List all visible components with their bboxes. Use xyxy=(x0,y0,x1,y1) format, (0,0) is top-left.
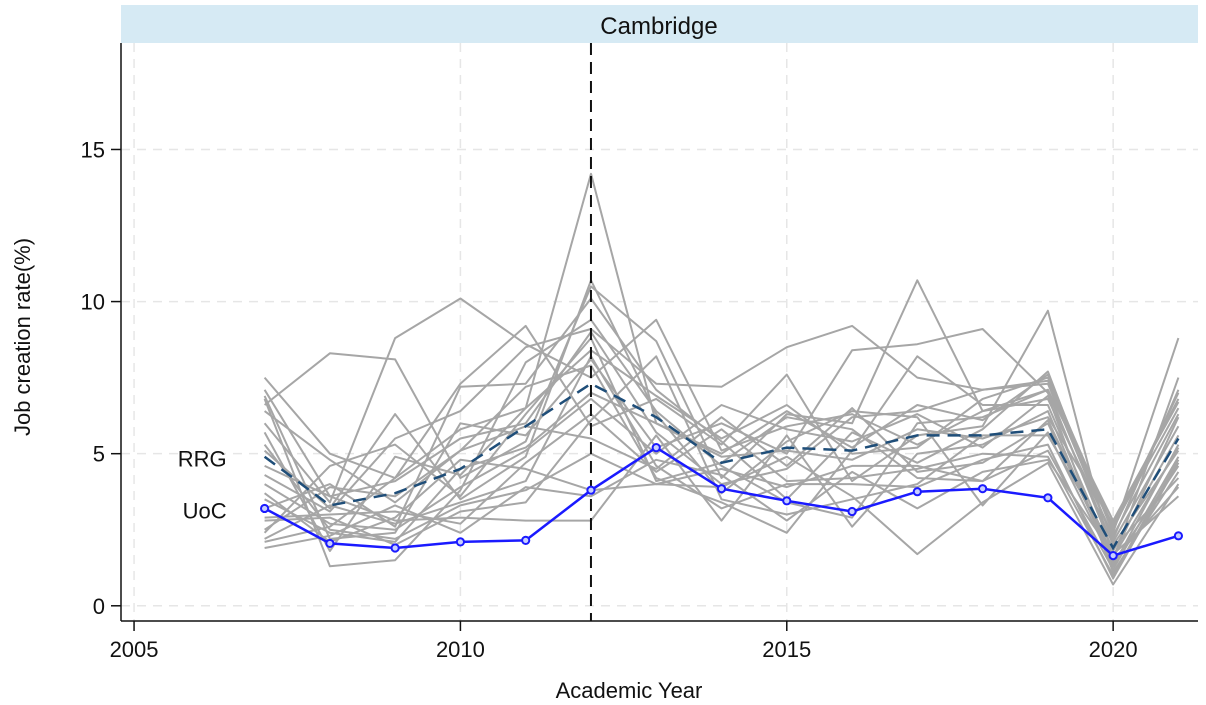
main-series-group xyxy=(260,382,1184,561)
peer-series-line xyxy=(263,443,1180,571)
uoc-point xyxy=(1043,493,1053,503)
peer-series-line xyxy=(264,394,1180,574)
chart-title: Cambridge xyxy=(600,13,717,40)
uoc-point xyxy=(912,487,922,497)
y-axis-title: Job creation rate(%) xyxy=(10,238,35,436)
rrg-series-line xyxy=(263,382,1180,551)
peer-series-line xyxy=(263,297,1180,537)
x-tick-label: 2015 xyxy=(762,637,811,662)
uoc-point xyxy=(651,443,661,453)
uoc-point xyxy=(455,537,466,547)
y-tick-label: 0 xyxy=(93,594,105,619)
uoc-point xyxy=(1108,550,1118,561)
uoc-point xyxy=(325,538,335,549)
uoc-point xyxy=(260,503,270,514)
peer-series-group xyxy=(263,172,1180,586)
panel-header xyxy=(121,5,1198,43)
axes-group: 0 5 10 15 2005 2010 2015 2020 xyxy=(81,43,1198,662)
y-tick-label: 15 xyxy=(81,137,105,162)
series-labels-group: RRG UoC xyxy=(178,447,227,524)
peer-series-line xyxy=(264,309,1180,562)
uoc-point xyxy=(521,535,531,545)
x-tick-label: 2010 xyxy=(436,637,485,662)
y-tick-label: 5 xyxy=(93,442,105,467)
uoc-point xyxy=(978,484,988,494)
uoc-point xyxy=(847,506,857,517)
peer-series-line xyxy=(263,389,1180,568)
y-tick-label: 10 xyxy=(81,290,105,315)
uoc-point xyxy=(390,543,400,553)
peer-series-line xyxy=(263,318,1180,568)
uoc-point xyxy=(586,485,596,495)
peer-series-line xyxy=(263,328,1180,546)
uoc-series-label: UoC xyxy=(183,498,227,523)
peer-series-line xyxy=(264,355,1180,580)
x-tick-label: 2020 xyxy=(1089,637,1138,662)
x-tick-label: 2005 xyxy=(110,637,159,662)
x-axis-title: Academic Year xyxy=(556,678,703,703)
uoc-point xyxy=(716,484,727,494)
uoc-point xyxy=(1173,531,1184,541)
peer-series-line xyxy=(263,279,1180,552)
peer-series-line xyxy=(264,407,1180,562)
uoc-point xyxy=(782,496,792,506)
peer-series-line xyxy=(263,349,1180,552)
rrg-series-label: RRG xyxy=(178,447,227,472)
